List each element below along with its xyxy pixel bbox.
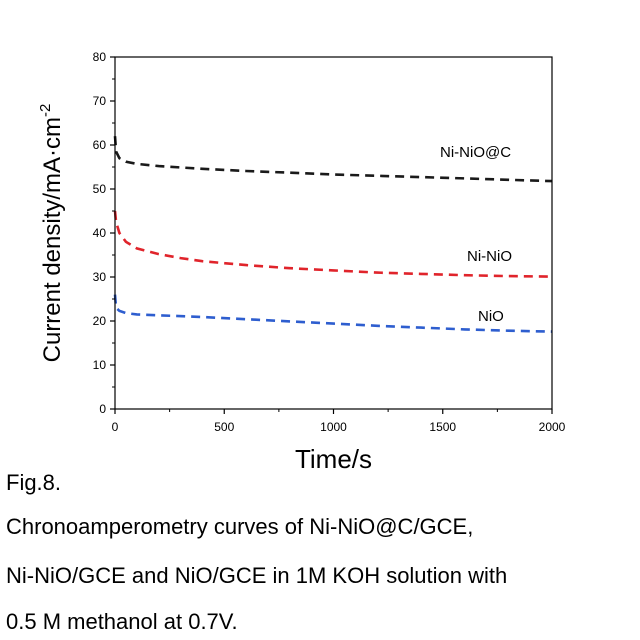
- x-tick-label: 2000: [539, 420, 566, 434]
- y-axis-title: Current density/mA·cm-2: [37, 104, 66, 363]
- x-axis-title: Time/s: [295, 444, 372, 470]
- plot-frame: [114, 56, 553, 410]
- series-line-ni-nio: [113, 210, 553, 278]
- series-label-nio: NiO: [478, 308, 504, 325]
- y-tick-label: 60: [93, 138, 107, 152]
- series-label-ni-nio-at-c: Ni-NiO@C: [440, 144, 511, 161]
- series-labels: Ni-NiO@C Ni-NiO NiO: [440, 144, 512, 325]
- caption-line-2: Ni-NiO/GCE and NiO/GCE in 1M KOH solutio…: [6, 563, 508, 588]
- y-tick-label: 40: [93, 226, 107, 240]
- x-tick-label: 500: [214, 420, 234, 434]
- y-axis-title-exponent: -2: [37, 104, 54, 117]
- caption-line-3: 0.5 M methanol at 0.7V.: [6, 609, 238, 634]
- x-axis-ticks: 0 500 1000 1500 2000: [112, 409, 566, 434]
- series-line-ni-nio-at-c: [113, 136, 553, 183]
- x-tick-label: 1500: [429, 420, 456, 434]
- x-tick-label: 0: [112, 420, 119, 434]
- y-tick-label: 0: [99, 402, 106, 416]
- series-label-ni-nio: Ni-NiO: [467, 248, 512, 265]
- y-tick-label: 10: [93, 358, 107, 372]
- y-axis-title-main: Current density/mA·cm: [39, 117, 66, 362]
- y-tick-label: 70: [93, 94, 107, 108]
- series-curves: [113, 136, 553, 333]
- y-tick-label: 50: [93, 182, 107, 196]
- series-line-nio: [113, 294, 553, 333]
- caption-line-1: Chronoamperometry curves of Ni-NiO@C/GCE…: [6, 514, 474, 539]
- y-tick-label: 80: [93, 50, 107, 64]
- chronoamperometry-chart: 0 500 1000 1500 2000 0 10 20 30 40 50 60 70 80 Ni-Ni…: [37, 50, 566, 470]
- x-tick-label: 1000: [320, 420, 347, 434]
- y-tick-label: 20: [93, 314, 107, 328]
- figure-label: Fig.8.: [6, 470, 62, 495]
- y-axis-ticks: 0 10 20 30 40 50 60 70 80: [93, 50, 115, 416]
- y-tick-label: 30: [93, 270, 107, 284]
